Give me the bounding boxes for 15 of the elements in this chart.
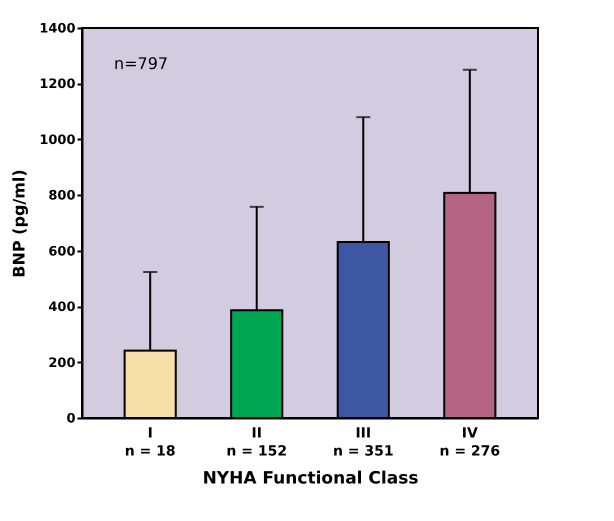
y-axis-title: BNP (pg/ml) bbox=[9, 169, 28, 278]
y-tick-label: 800 bbox=[48, 188, 76, 204]
y-tick-label: 400 bbox=[48, 300, 76, 316]
y-tick-label: 1200 bbox=[39, 77, 76, 92]
x-tick-label: II n = 152 bbox=[226, 426, 288, 460]
annotation: n=797 bbox=[114, 54, 168, 73]
x-axis-title: NYHA Functional Class bbox=[202, 468, 418, 488]
x-tick-label: IV n = 276 bbox=[439, 426, 500, 460]
y-tick-label: 600 bbox=[48, 244, 76, 260]
y-tick-label: 1400 bbox=[39, 22, 76, 36]
y-tick-label: 1000 bbox=[39, 132, 76, 148]
y-tick-label: 0 bbox=[66, 412, 76, 426]
x-tick-label: I n = 18 bbox=[124, 426, 176, 460]
y-tick-label: 200 bbox=[48, 356, 76, 371]
x-tick-label: III n = 351 bbox=[332, 426, 394, 460]
